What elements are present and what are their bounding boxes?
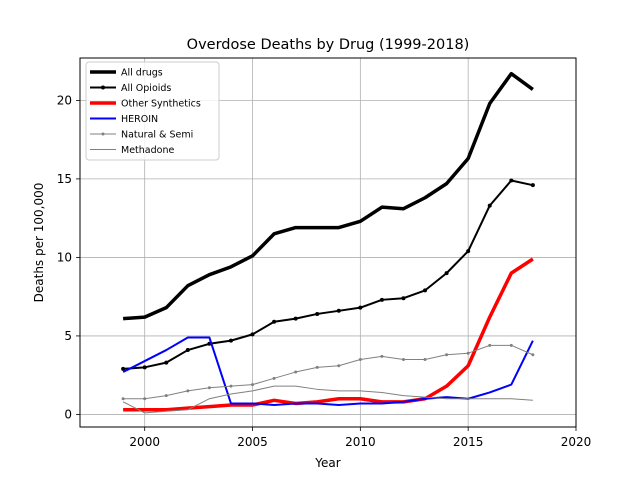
data-point-natural-semi <box>272 376 276 380</box>
legend-label-all-opioids: All Opioids <box>121 83 171 94</box>
x-tick-label: 2020 <box>561 435 592 449</box>
data-point-natural-semi <box>337 364 341 368</box>
data-point-all-opioids <box>423 288 428 293</box>
data-point-all-opioids <box>315 311 320 316</box>
data-point-natural-semi <box>380 354 384 358</box>
data-point-all-opioids <box>250 332 255 337</box>
data-point-all-opioids <box>358 305 363 310</box>
data-point-all-opioids <box>401 296 406 301</box>
data-point-natural-semi <box>358 357 362 361</box>
data-point-natural-semi <box>121 397 125 401</box>
x-axis-label: Year <box>314 456 340 470</box>
data-point-natural-semi <box>207 386 211 390</box>
legend-label-natural-semi: Natural & Semi <box>121 130 193 141</box>
legend-marker-natural-semi <box>101 132 105 136</box>
data-point-all-opioids <box>272 319 277 324</box>
legend-label-heroin: HEROIN <box>121 114 158 125</box>
data-point-natural-semi <box>466 351 470 355</box>
data-point-all-opioids <box>487 203 492 208</box>
data-point-all-opioids <box>293 316 298 321</box>
data-point-all-opioids <box>185 348 190 353</box>
legend-label-other-synthetics: Other Synthetics <box>121 99 201 110</box>
y-tick-label: 20 <box>57 93 72 107</box>
data-point-natural-semi <box>315 365 319 369</box>
data-point-natural-semi <box>445 353 449 357</box>
data-point-all-opioids <box>379 297 384 302</box>
data-point-all-opioids <box>336 308 341 313</box>
data-point-all-opioids <box>164 360 169 365</box>
legend: All drugs All Opioids Other Synthetics HERO… <box>85 61 220 161</box>
series-line-all-drugs <box>123 71 534 321</box>
data-point-natural-semi <box>294 370 298 374</box>
data-point-natural-semi <box>509 343 513 347</box>
plot-area-frame <box>79 57 577 428</box>
data-point-all-opioids <box>228 338 233 343</box>
data-point-all-opioids <box>509 178 514 183</box>
chart-title: Overdose Deaths by Drug (1999-2018) <box>187 37 470 53</box>
series-line-methadone <box>122 385 533 414</box>
series-line-all-opioids <box>123 179 534 370</box>
data-point-all-opioids <box>444 271 449 276</box>
y-tick-label: 5 <box>64 329 72 343</box>
x-tick-label: 2010 <box>345 435 376 449</box>
axis-ticks: 2000 2005 2010 2015 2020 0 5 10 15 20 <box>57 93 592 449</box>
x-tick-label: 2015 <box>453 435 484 449</box>
series-line-natural-semi <box>123 344 534 400</box>
data-point-natural-semi <box>401 357 405 361</box>
y-tick-label: 15 <box>57 172 72 186</box>
y-tick-label: 0 <box>64 407 72 421</box>
x-tick-label: 2000 <box>129 435 160 449</box>
data-point-all-opioids <box>142 365 147 370</box>
legend-box <box>85 61 220 161</box>
y-tick-label: 10 <box>57 250 72 264</box>
data-point-all-opioids <box>530 183 535 188</box>
legend-marker-all-opioids <box>101 85 105 90</box>
data-point-natural-semi <box>164 394 168 398</box>
legend-label-methadone: Methadone <box>121 145 174 156</box>
data-point-natural-semi <box>186 389 190 393</box>
legend-label-all-drugs: All drugs <box>121 68 163 79</box>
x-tick-label: 2005 <box>237 435 268 449</box>
data-point-natural-semi <box>423 357 427 361</box>
data-point-natural-semi <box>531 353 535 357</box>
data-point-natural-semi <box>251 383 255 387</box>
series-lines <box>121 71 535 414</box>
data-point-natural-semi <box>229 384 233 388</box>
data-point-natural-semi <box>488 343 492 347</box>
data-point-all-opioids <box>466 249 471 254</box>
data-point-natural-semi <box>143 397 147 401</box>
data-point-all-opioids <box>121 366 126 371</box>
y-axis-label: Deaths per 100,000 <box>32 183 46 303</box>
